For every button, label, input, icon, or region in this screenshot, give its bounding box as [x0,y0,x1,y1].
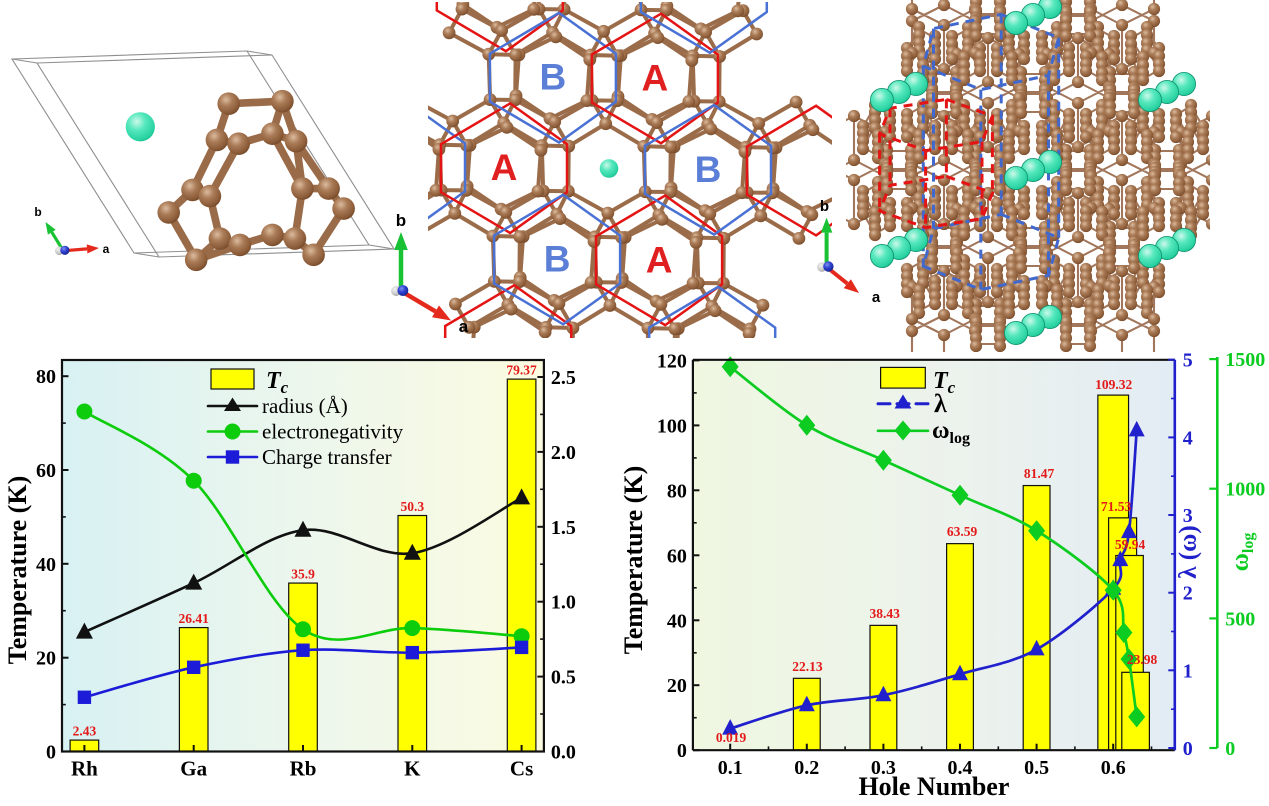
svg-text:2.43: 2.43 [73,724,97,739]
svg-text:60: 60 [667,545,687,567]
svg-text:B: B [544,239,571,280]
svg-text:0: 0 [677,740,687,762]
svg-text:Ga: Ga [180,757,207,781]
svg-text:26.41: 26.41 [179,611,210,626]
svg-text:A: A [646,239,673,280]
svg-text:1.5: 1.5 [551,517,576,539]
svg-text:b: b [34,205,41,219]
svg-text:22.13: 22.13 [792,659,823,674]
svg-text:0.6: 0.6 [1101,757,1126,779]
svg-text:0.019: 0.019 [716,730,747,745]
svg-text:0: 0 [46,742,56,764]
svg-text:a: a [872,289,881,306]
svg-text:b: b [396,211,406,230]
svg-text:80: 80 [36,366,56,388]
svg-text:20: 20 [667,675,687,697]
svg-text:0: 0 [1183,738,1193,760]
svg-text:Rb: Rb [290,757,317,781]
svg-text:50.3: 50.3 [400,499,424,514]
svg-text:81.47: 81.47 [1024,466,1055,481]
svg-text:B: B [695,149,722,190]
svg-text:0.1: 0.1 [718,757,743,779]
svg-text:λ: λ [934,389,947,418]
svg-text:1: 1 [1183,660,1193,682]
svg-text:B: B [540,57,567,98]
svg-text:0.5: 0.5 [551,667,576,689]
svg-text:109.32: 109.32 [1095,377,1132,392]
svg-text:20: 20 [36,648,56,670]
svg-text:2.5: 2.5 [551,367,576,389]
svg-text:100: 100 [657,415,687,437]
svg-text:Hole Number: Hole Number [858,772,1009,801]
svg-text:0.2: 0.2 [794,757,819,779]
svg-text:0.0: 0.0 [551,742,576,764]
svg-text:electronegativity: electronegativity [262,420,404,444]
svg-text:b: b [820,198,829,215]
svg-text:0: 0 [1225,738,1235,760]
svg-text:2: 2 [1183,583,1193,605]
svg-text:40: 40 [667,610,687,632]
svg-text:1000: 1000 [1225,479,1265,501]
svg-text:Charge transfer: Charge transfer [262,445,392,469]
svg-text:A: A [642,58,669,99]
svg-text:2.0: 2.0 [551,442,576,464]
svg-text:K: K [404,757,421,781]
svg-text:0.5: 0.5 [1024,757,1049,779]
svg-text:60: 60 [36,460,56,482]
svg-text:Cs: Cs [510,757,533,781]
svg-text:Temperature (K): Temperature (K) [619,466,648,654]
svg-text:a: a [103,242,110,256]
svg-text:40: 40 [36,554,56,576]
svg-text:Temperature (K): Temperature (K) [3,476,32,664]
svg-text:38.43: 38.43 [870,606,901,621]
svg-text:23.98: 23.98 [1127,652,1158,667]
svg-text:71.53: 71.53 [1101,499,1132,514]
svg-text:120: 120 [657,350,687,372]
svg-text:1500: 1500 [1225,349,1265,371]
svg-text:80: 80 [667,480,687,502]
svg-text:a: a [459,317,469,336]
svg-text:Rh: Rh [71,757,98,781]
svg-text:35.9: 35.9 [291,567,315,582]
svg-text:4: 4 [1183,427,1193,449]
svg-text:1.0: 1.0 [551,592,576,614]
svg-text:A: A [491,147,518,188]
svg-text:λ (ω): λ (ω) [1175,525,1202,578]
svg-text:radius (Å): radius (Å) [262,394,348,418]
svg-text:500: 500 [1225,608,1255,630]
svg-text:79.37: 79.37 [506,363,537,378]
svg-text:3: 3 [1183,505,1193,527]
svg-text:5: 5 [1183,350,1193,372]
svg-text:59.94: 59.94 [1115,537,1146,552]
svg-text:63.59: 63.59 [947,524,978,539]
